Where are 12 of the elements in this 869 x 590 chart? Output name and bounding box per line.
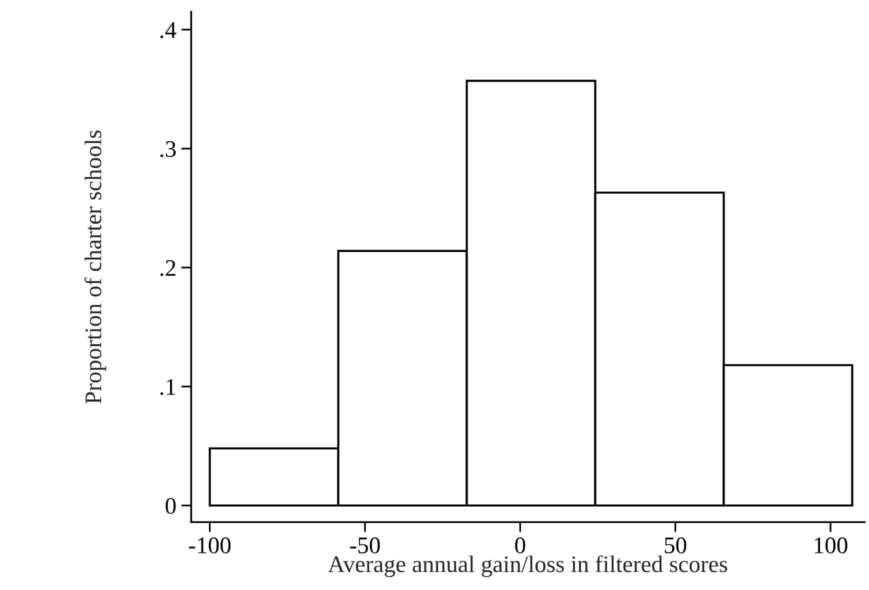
y-axis-title: Proportion of charter schools	[84, 130, 106, 404]
y-tick-label: 0	[166, 498, 176, 514]
x-tick-label: -50	[350, 537, 380, 554]
y-tick-label: .4	[160, 22, 176, 38]
x-tick-label: 100	[814, 537, 848, 554]
x-axis-title: Average annual gain/loss in filtered scores	[328, 555, 728, 578]
x-tick-label: -100	[189, 537, 231, 554]
x-tick-label: 0	[515, 537, 526, 554]
x-tick-label: 50	[664, 537, 686, 554]
y-tick-label: .1	[160, 379, 176, 396]
y-tick-label: .3	[160, 141, 176, 158]
y-tick-label: .2	[160, 260, 176, 276]
